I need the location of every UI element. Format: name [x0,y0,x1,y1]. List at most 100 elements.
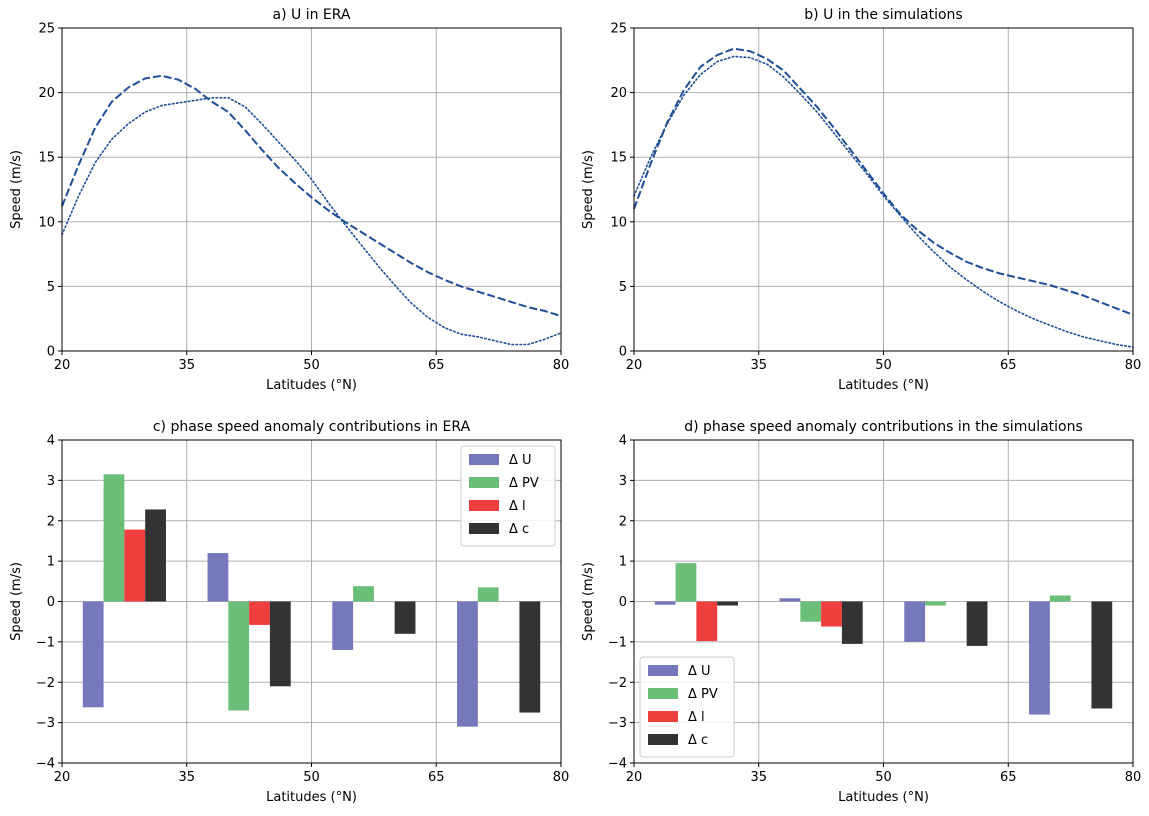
panel-c-legend-swatch [469,454,499,465]
panel-d-bar [904,601,926,642]
panel-c-ytick-label: 2 [47,514,55,529]
panel-d-legend-label: Δ U [688,664,711,679]
panel-c-ytick-label: 4 [47,434,55,449]
panel-a-xtick-label: 80 [553,358,570,373]
panel-b-axes-frame [633,27,1134,352]
panel-d-xtick-label: 35 [750,770,767,785]
panel-d-ylabel: Speed (m/s) [581,562,596,641]
panel-a-xtick-label: 65 [428,358,445,373]
panel-d-legend-label: Δ PV [688,687,718,702]
panel-d-xtick-label: 20 [626,770,643,785]
panel-c-xtick-label: 50 [303,770,320,785]
panel-c-legend-swatch [469,477,499,488]
panel-d-legend-swatch [648,711,678,722]
panel-c-bar [103,474,125,602]
panel-b-title: b) U in the simulations [804,7,962,23]
panel-c-bar [353,586,374,602]
panel-a-ytick-label: 0 [47,345,55,360]
panel-d-legend-label: Δ c [688,733,708,748]
panel-b-xlabel: Latitudes (°N) [838,378,929,393]
panel-c-legend: Δ U Δ PV Δ l Δ c [460,445,556,547]
panel-b-xtick-label: 20 [626,358,643,373]
panel-c-bar [145,509,166,602]
panel-d-bar [841,601,863,644]
panel-a-dotted-line [61,97,562,346]
panel-c-bar [269,601,291,687]
panel-c-bar [124,529,146,602]
panel-c-ylabel: Speed (m/s) [9,562,24,641]
panel-c-bar [477,587,499,602]
panel-d-ytick-label: −1 [608,635,627,650]
panel-c-bar-chart: c) phase speed anomaly contributions in … [9,419,569,805]
panel-a-ytick-label: 25 [38,22,55,37]
panel-c-axes-frame [61,439,562,764]
panel-a-ytick-label: 15 [38,151,55,166]
panel-d-ytick-label: 1 [619,555,627,570]
panel-b-ylabel: Speed (m/s) [581,150,596,229]
panel-d-bar [1091,601,1113,709]
panel-a-line-chart: a) U in ERA Latitudes (°N) Speed (m/s) 2… [9,7,569,393]
panel-d-legend-swatch [648,734,678,745]
panel-d-bar [821,601,842,627]
panel-d-bar [1029,601,1050,715]
panel-c-bar [519,601,541,713]
panel-c-bar [394,601,416,634]
panel-d-xtick-label: 65 [1000,770,1017,785]
panel-d-legend-swatch [648,665,678,676]
panel-d-bar [675,563,697,602]
panel-d-bar [696,601,718,642]
panel-b-ytick-label: 20 [610,86,627,101]
panel-c-bar [332,601,354,650]
panel-b-ytick-label: 0 [619,345,627,360]
panel-d-ytick-label: 2 [619,514,627,529]
panel-c-ytick-label: 1 [47,555,55,570]
panel-d-bar [925,601,946,606]
panel-c-bar [228,601,250,711]
panel-c-xtick-label: 20 [54,770,71,785]
panel-b-xtick-label: 35 [750,358,767,373]
panel-c-legend-swatch [469,500,499,511]
panel-a-gridlines [62,28,561,351]
panel-c-legend-label: Δ PV [509,476,539,491]
panel-c-ytick-label: −4 [36,757,55,772]
panel-b-xtick-label: 80 [1125,358,1142,373]
panel-d-ytick-label: 3 [619,474,627,489]
panel-d-bar [800,601,822,622]
panel-d-legend-label: Δ l [688,710,705,725]
panel-d-bar [654,601,676,605]
panel-c-ytick-label: −3 [36,716,55,731]
panel-c-legend-box [460,445,556,547]
panel-d-bar [779,598,801,602]
panel-d-bar [966,601,988,646]
panel-d-ytick-label: 0 [619,595,627,610]
panel-d-title: d) phase speed anomaly contributions in … [684,419,1083,435]
panel-a-ytick-label: 20 [38,86,55,101]
panel-a-axes-frame [61,27,562,352]
panel-d-ytick-label: −3 [608,716,627,731]
panel-d-xtick-label: 80 [1125,770,1142,785]
panel-b-dashed-line [633,47,1134,316]
panel-d-bar-chart: d) phase speed anomaly contributions in … [581,419,1141,805]
panel-d-legend-box [639,656,735,758]
panel-b-ytick-label: 10 [610,215,627,230]
panel-d-xtick-label: 50 [875,770,892,785]
panel-b-ytick-label: 25 [610,22,627,37]
panel-d-axes-frame [633,439,1134,764]
panel-d-ytick-label: −4 [608,757,627,772]
panel-c-xtick-label: 80 [553,770,570,785]
panel-c-ytick-label: −1 [36,635,55,650]
panel-b-dotted-line [633,55,1134,348]
panel-d-bar [1049,595,1071,602]
panel-d-legend: Δ U Δ PV Δ l Δ c [639,656,735,758]
panel-a-xlabel: Latitudes (°N) [266,378,357,393]
panel-c-xtick-label: 65 [428,770,445,785]
panel-d-xlabel: Latitudes (°N) [838,790,929,805]
panel-c-bar [82,601,104,708]
panel-c-xtick-label: 35 [178,770,195,785]
panel-a-xtick-label: 50 [303,358,320,373]
panel-c-ytick-label: −2 [36,676,55,691]
panel-a-ytick-label: 10 [38,215,55,230]
panel-c-bar [457,601,478,727]
panel-a-title: a) U in ERA [273,7,351,23]
